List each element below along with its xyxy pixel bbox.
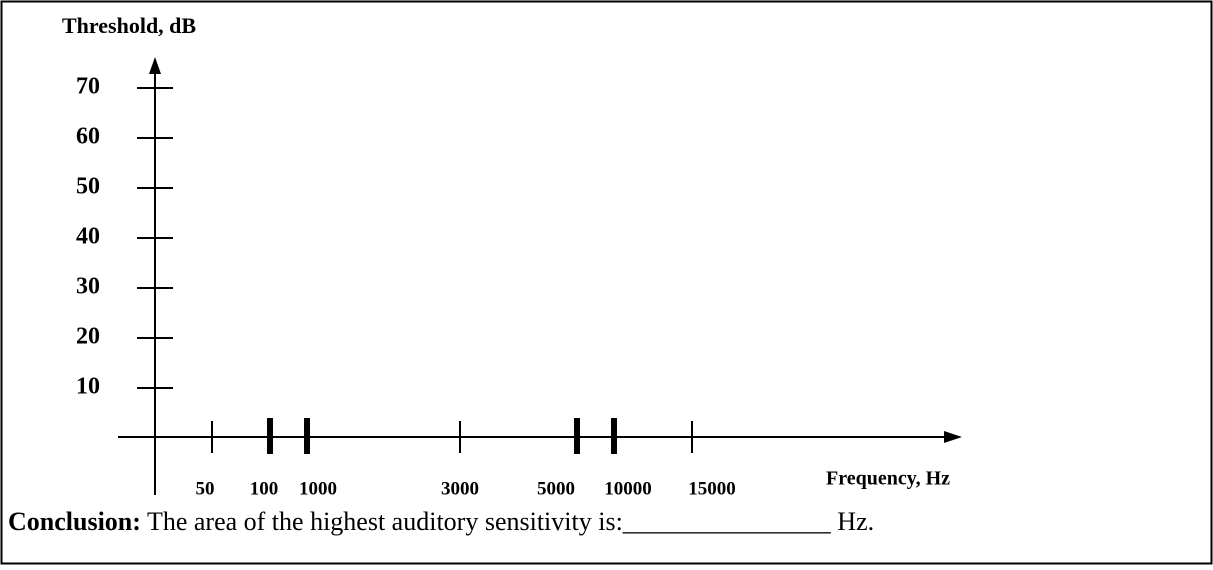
x-tick-label: 15000 bbox=[688, 478, 736, 499]
x-tick-label: 10000 bbox=[604, 478, 652, 499]
y-tick-label: 30 bbox=[76, 274, 100, 300]
x-tick-label: 3000 bbox=[441, 478, 479, 499]
x-arrow bbox=[944, 431, 962, 443]
x-tick-label: 50 bbox=[196, 478, 215, 499]
x-axis-label: Frequency, Hz bbox=[826, 468, 950, 490]
y-arrow bbox=[149, 57, 161, 74]
y-tick-label: 50 bbox=[76, 174, 100, 200]
y-tick-label: 70 bbox=[76, 74, 100, 100]
conclusion-text: The area of the highest auditory sensiti… bbox=[147, 507, 874, 536]
y-tick-label: 20 bbox=[76, 324, 100, 350]
y-tick-label: 10 bbox=[76, 374, 100, 400]
y-tick-label: 40 bbox=[76, 224, 100, 250]
x-tick-label: 1000 bbox=[299, 478, 337, 499]
x-tick-label: 100 bbox=[250, 478, 279, 499]
conclusion: Conclusion: The area of the highest audi… bbox=[8, 507, 874, 536]
y-axis-label: Threshold, dB bbox=[62, 13, 196, 38]
axes bbox=[118, 72, 948, 495]
conclusion-label: Conclusion: bbox=[8, 507, 141, 536]
y-tick-label: 60 bbox=[76, 124, 100, 150]
x-tick-label: 5000 bbox=[537, 478, 575, 499]
